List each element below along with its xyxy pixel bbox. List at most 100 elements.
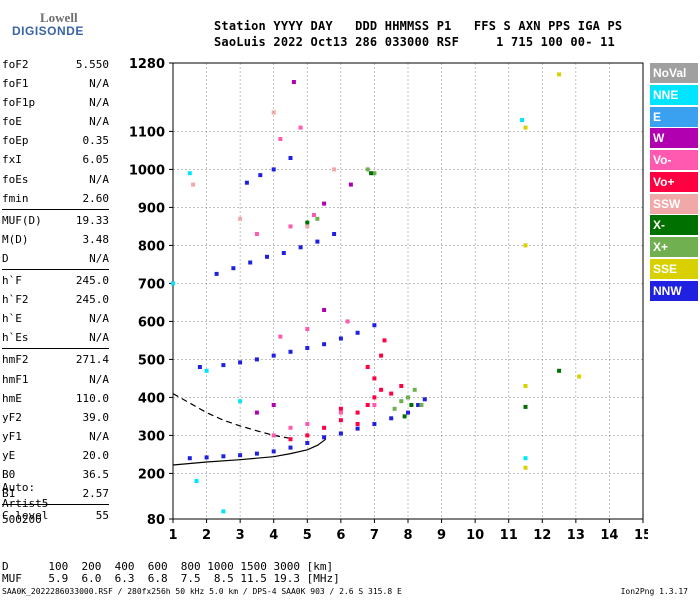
y-tick-label: 200 bbox=[138, 467, 165, 482]
param-row: yE 20.0 bbox=[2, 446, 109, 465]
param-label: foEp bbox=[2, 134, 29, 148]
x-tick-label: 3 bbox=[236, 528, 245, 543]
param-label: hmE bbox=[2, 391, 22, 405]
param-row: foF1 N/A bbox=[2, 74, 109, 93]
logo-digisonde: DIGISONDE bbox=[12, 24, 84, 38]
y-tick-label: 700 bbox=[138, 277, 165, 292]
echo-point-nnw bbox=[288, 156, 293, 160]
y-tick-label: 300 bbox=[138, 429, 165, 444]
param-label: h`F bbox=[2, 274, 22, 288]
echo-point-nne bbox=[204, 368, 209, 373]
x-tick-label: 15 bbox=[634, 528, 648, 543]
param-row: foEs N/A bbox=[2, 170, 109, 189]
param-row: h`F 245.0 bbox=[2, 271, 109, 290]
param-row: M(D) 3.48 bbox=[2, 230, 109, 249]
y-tick-label: 800 bbox=[138, 239, 165, 254]
echo-point-x- bbox=[372, 171, 377, 176]
param-separator bbox=[2, 208, 109, 210]
echo-point-x- bbox=[409, 403, 414, 407]
param-row: yF1 N/A bbox=[2, 427, 109, 446]
param-row: fxI 6.05 bbox=[2, 150, 109, 169]
echo-point-nnw bbox=[271, 353, 276, 358]
param-row: hmE 110.0 bbox=[2, 389, 109, 408]
echo-point-nnw bbox=[244, 180, 249, 185]
legend-item: NNE bbox=[650, 84, 698, 105]
param-label: fxI bbox=[2, 153, 22, 167]
param-value: 5.550 bbox=[75, 58, 109, 71]
echo-point-vo- bbox=[372, 376, 377, 381]
echo-point-vo- bbox=[288, 224, 293, 229]
echo-point-vo- bbox=[379, 387, 384, 392]
echo-point-nne bbox=[238, 399, 243, 404]
echo-point-sse bbox=[523, 465, 528, 470]
param-separator bbox=[2, 348, 109, 350]
echo-point-vo- bbox=[372, 403, 377, 407]
echo-point-ssw bbox=[238, 216, 243, 221]
param-value: 2.60 bbox=[82, 191, 110, 205]
echo-point-w bbox=[254, 410, 259, 415]
echo-point-nnw bbox=[322, 435, 327, 440]
echo-point-vo- bbox=[278, 137, 283, 141]
echo-point-nnw bbox=[422, 397, 427, 402]
param-value: N/A bbox=[89, 77, 109, 91]
echo-point-vo- bbox=[305, 433, 310, 438]
param-value: N/A bbox=[89, 251, 109, 265]
param-row: MUF(D) 19.33 bbox=[2, 211, 109, 230]
param-value: 110.0 bbox=[75, 391, 109, 405]
autoscaling-info: Auto: Artist5 500200 bbox=[2, 480, 48, 528]
param-label: yE bbox=[2, 448, 16, 462]
param-row: fmin 2.60 bbox=[2, 189, 109, 208]
echo-point-w bbox=[271, 403, 276, 407]
echo-point-nnw bbox=[281, 251, 286, 255]
echo-point-nnw bbox=[214, 271, 219, 276]
y-tick-label: 1000 bbox=[129, 163, 165, 178]
echo-point-x- bbox=[406, 395, 410, 400]
param-row: foE N/A bbox=[2, 112, 109, 131]
y-tick-label: 600 bbox=[138, 315, 165, 330]
echo-point-w bbox=[291, 80, 296, 84]
echo-point-w bbox=[348, 182, 353, 187]
echo-point-ssw bbox=[271, 110, 276, 115]
echo-point-w bbox=[322, 201, 327, 206]
x-tick-label: 1 bbox=[168, 528, 177, 543]
x-tick-label: 7 bbox=[370, 528, 379, 543]
echo-point-nnw bbox=[204, 455, 209, 460]
echo-point-vo- bbox=[305, 422, 310, 426]
echo-point-vo- bbox=[322, 425, 327, 430]
param-row: B0 36.5 bbox=[2, 465, 109, 484]
echo-point-nnw bbox=[231, 266, 236, 271]
param-value: 0.35 bbox=[82, 134, 110, 148]
auto-program: Artist5 bbox=[2, 497, 49, 510]
echo-point-nnw bbox=[271, 167, 276, 172]
echo-point-x- bbox=[399, 399, 404, 404]
param-row: foEp 0.35 bbox=[2, 131, 109, 150]
param-label: fmin bbox=[2, 191, 29, 205]
param-value: N/A bbox=[89, 115, 109, 129]
echo-point-vo- bbox=[278, 334, 283, 339]
echo-point-nnw bbox=[248, 260, 253, 265]
distance-row: D 100 200 400 600 800 1000 1500 3000 [km… bbox=[2, 560, 334, 573]
x-tick-label: 4 bbox=[269, 528, 278, 543]
header-values: SaoLuis 2022 Oct13 286 033000 RSF 1 715 … bbox=[214, 35, 615, 49]
param-value: N/A bbox=[89, 372, 109, 386]
echo-point-vo- bbox=[345, 319, 350, 324]
echo-point-nne bbox=[221, 509, 226, 514]
param-label: M(D) bbox=[2, 232, 29, 246]
legend: NoVal NNE E W Vo- Vo+ SSW X- X+ SSE NNW bbox=[650, 63, 698, 302]
ionogram-chart: 1 2 3 4 5 6 7 8 9 10 11 12 13 14 158020030040050060070… bbox=[129, 57, 648, 543]
param-label: hmF2 bbox=[2, 353, 29, 367]
x-tick-label: 9 bbox=[437, 528, 446, 543]
echo-point-nnw bbox=[416, 403, 421, 407]
echo-point-nnw bbox=[258, 173, 263, 178]
x-tick-label: 11 bbox=[500, 528, 518, 543]
profile-line-solid bbox=[172, 438, 327, 466]
y-tick-label: 400 bbox=[138, 391, 165, 406]
param-label: foF2 bbox=[2, 58, 29, 71]
auto-label: Auto: bbox=[2, 481, 36, 494]
param-label: MUF(D) bbox=[2, 213, 42, 227]
legend-item: X+ bbox=[650, 237, 698, 257]
echo-point-vo- bbox=[298, 125, 303, 130]
param-label: B0 bbox=[2, 467, 16, 481]
echo-point-vo- bbox=[288, 425, 293, 430]
legend-item: NoVal bbox=[650, 63, 698, 83]
